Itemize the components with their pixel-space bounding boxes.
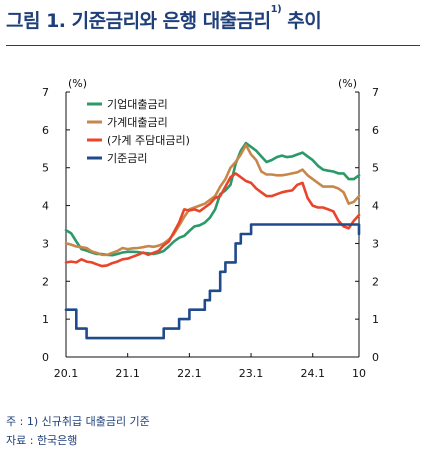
footnote: 주 : 1) 신규취급 대출금리 기준 [6,415,150,428]
y-tick-label-left: 4 [42,200,49,213]
series-line-4 [64,223,361,340]
series-line-3 [64,172,361,268]
chart-title-footnote-mark: 1) [270,4,282,15]
y-tick-label-right: 1 [372,313,379,326]
y-unit-left: (%) [68,77,87,90]
y-tick-label-right: 0 [372,351,379,364]
x-tick-label: 10 [352,367,366,380]
y-tick-label-right: 5 [372,162,379,175]
x-tick-label: 23.1 [239,367,264,380]
x-tick-label: 24.1 [300,367,325,380]
x-tick-label: 21.1 [115,367,140,380]
source-note: 자료 : 한국은행 [6,434,78,447]
legend-label-1: 기업대출금리 [107,98,168,111]
y-tick-label-right: 6 [372,124,379,137]
legend-label-2: 가계대출금리 [107,116,168,129]
x-tick-label: 20.1 [54,367,79,380]
y-tick-label-right: 3 [372,237,379,250]
y-unit-right: (%) [338,77,357,90]
y-tick-label-right: 4 [372,200,379,213]
y-tick-label-left: 0 [42,351,49,364]
x-tick-label: 22.1 [177,367,202,380]
y-tick-label-left: 6 [42,124,49,137]
title-divider [6,45,420,46]
y-tick-label-right: 2 [372,275,379,288]
chart-title-tail: 추이 [281,10,322,32]
chart-title-main: 그림 1. 기준금리와 은행 대출금리 [6,10,271,32]
y-tick-label-left: 3 [42,237,49,250]
legend-label-3: (가계 주담대금리) [107,134,190,147]
y-tick-label-left: 2 [42,275,49,288]
y-tick-label-right: 7 [372,86,379,99]
legend-label-4: 기준금리 [107,152,147,165]
series-line-1 [64,141,361,257]
line-chart: 0 0 1 1 2 2 3 3 4 4 5 5 6 6 7 7 (%) (%) 20.1 21.1 22.1 23.1 24… [42,77,379,380]
y-tick-label-left: 1 [42,313,49,326]
series-line-2 [64,143,361,257]
y-tick-label-left: 7 [42,86,49,99]
y-tick-label-left: 5 [42,162,49,175]
chart-title: 그림 1. 기준금리와 은행 대출금리1) 추이 [6,4,322,33]
